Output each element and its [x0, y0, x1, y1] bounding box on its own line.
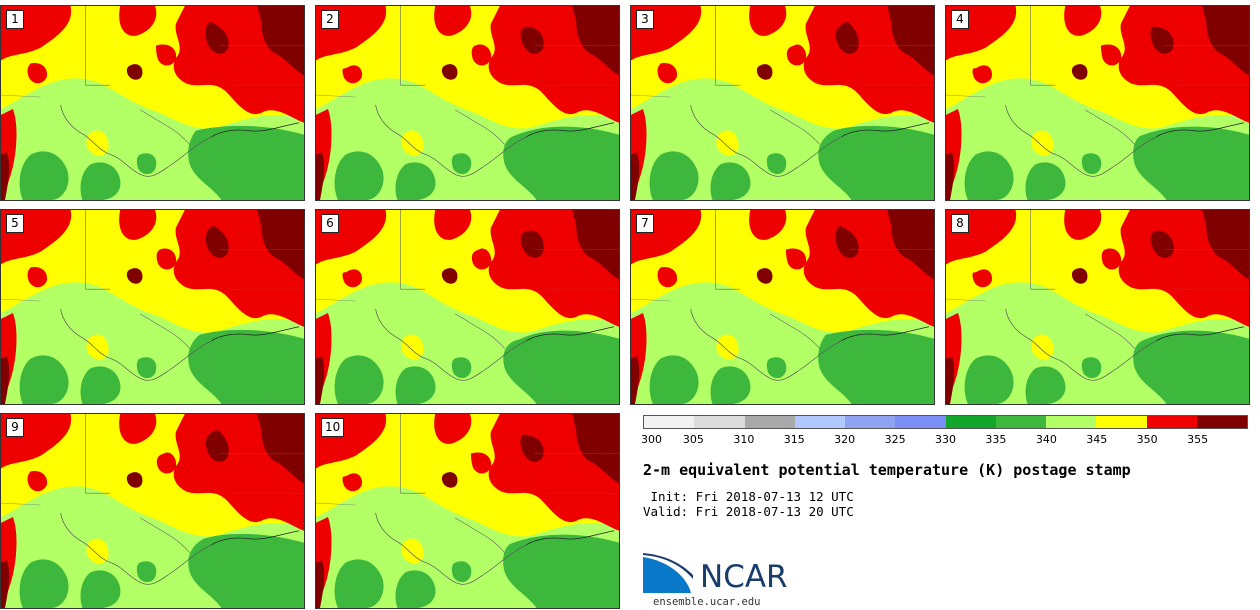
colorbar-tick-label: 305 — [682, 433, 704, 446]
colorbar-tick-label: 345 — [1086, 433, 1108, 446]
colorbar-tick-label: 300 — [641, 433, 662, 446]
postage-stamp-map: 8 — [945, 209, 1250, 405]
colorbar-tick-label: 325 — [884, 433, 906, 446]
colorbar-segment — [1046, 416, 1097, 428]
colorbar-tick-label: 315 — [783, 433, 805, 446]
postage-stamp-map: 9 — [0, 413, 305, 609]
stamp-number: 9 — [6, 418, 24, 437]
colorbar-segment — [644, 416, 695, 428]
colorbar-segment — [845, 416, 896, 428]
stamp-number: 2 — [321, 10, 339, 29]
colorbar-tick-label: 335 — [985, 433, 1007, 446]
stamp-number: 5 — [6, 214, 24, 233]
colorbar-segment — [945, 416, 996, 428]
postage-stamp-map: 6 — [315, 209, 620, 405]
colorbar-tick-label: 340 — [1035, 433, 1057, 446]
postage-stamp-map: 2 — [315, 5, 620, 201]
colorbar-segment — [794, 416, 845, 428]
colorbar-tick-label: 320 — [834, 433, 856, 446]
plot-title: 2-m equivalent potential temperature (K)… — [643, 461, 1131, 479]
colorbar-segment — [1196, 416, 1247, 428]
postage-stamp-map: 5 — [0, 209, 305, 405]
colorbar-tick-label: 350 — [1136, 433, 1158, 446]
postage-stamp-map: 10 — [315, 413, 620, 609]
colorbar-tick-label: 330 — [935, 433, 956, 446]
colorbar-segment — [995, 416, 1046, 428]
logo-url: ensemble.ucar.edu — [653, 596, 761, 608]
logo-wordmark: NCAR — [700, 559, 788, 595]
colorbar-ticks: 300 305 310 315 320 325 330 335 340 345 350 355 — [641, 433, 1248, 449]
colorbar — [643, 415, 1248, 429]
colorbar-segment — [895, 416, 946, 428]
postage-stamp-map: 4 — [945, 5, 1250, 201]
stamp-number: 8 — [951, 214, 969, 233]
colorbar-segment — [744, 416, 795, 428]
postage-stamp-map: 7 — [630, 209, 935, 405]
stamp-number: 7 — [636, 214, 654, 233]
colorbar-tick-label: 310 — [733, 433, 755, 446]
stamp-number: 1 — [6, 10, 24, 29]
ncar-logo-icon — [643, 553, 693, 593]
colorbar-segment — [1096, 416, 1147, 428]
init-time: Init: Fri 2018-07-13 12 UTC — [643, 489, 854, 504]
postage-stamp-map: 1 — [0, 5, 305, 201]
colorbar-segment — [1146, 416, 1197, 428]
stamp-number: 4 — [951, 10, 969, 29]
stamp-number: 6 — [321, 214, 339, 233]
colorbar-segment — [694, 416, 745, 428]
colorbar-tick-label: 355 — [1187, 433, 1209, 446]
postage-stamp-map: 3 — [630, 5, 935, 201]
stamp-number: 3 — [636, 10, 654, 29]
valid-time: Valid: Fri 2018-07-13 20 UTC — [643, 504, 854, 519]
stamp-number: 10 — [321, 418, 345, 437]
